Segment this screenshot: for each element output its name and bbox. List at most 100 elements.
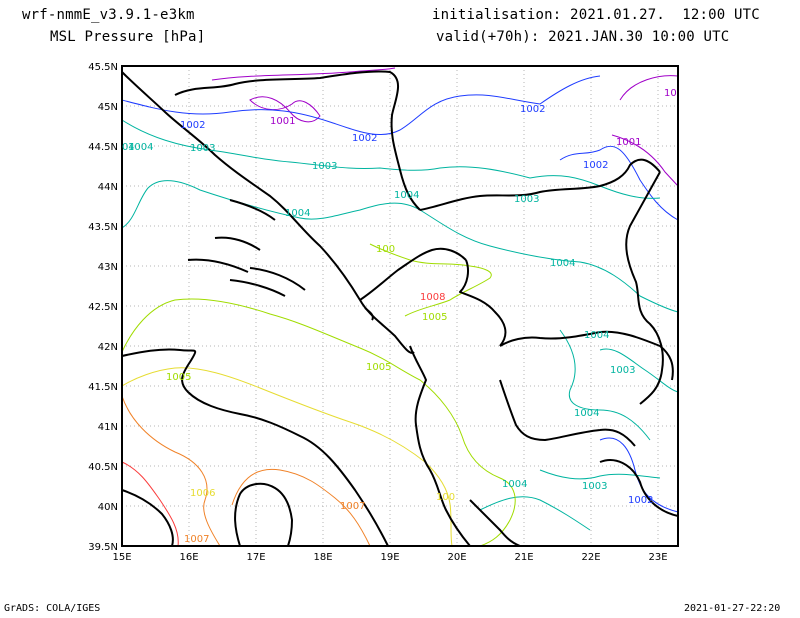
macedonia-south [499, 379, 636, 447]
isobar-1003-se [539, 469, 661, 480]
x-tick-label: 18E [313, 552, 332, 563]
serbia-border [419, 158, 661, 211]
y-tick-label: 42.5N [88, 302, 118, 313]
isobar-1003-e [599, 348, 679, 393]
isobar-label: 1004 [550, 258, 575, 269]
isobar-label: 1007 [340, 501, 365, 512]
y-tick-label: 43.5N [88, 222, 118, 233]
isobar-label: 1002 [520, 104, 545, 115]
island-4 [249, 267, 306, 291]
x-axis-ticks: 15E 16E 17E 18E 19E 20E 21E 22E 23E [112, 552, 667, 563]
isobar-label: 1005 [366, 362, 391, 373]
isobar-1005-n [369, 243, 492, 317]
albania-east-border [409, 345, 471, 547]
y-tick-label: 44.5N [88, 142, 118, 153]
isobar-label: 1008 [420, 292, 445, 303]
isobar-label: 04 [122, 142, 135, 153]
x-tick-label: 15E [112, 552, 131, 563]
y-tick-label: 45N [98, 102, 118, 113]
x-tick-label: 17E [246, 552, 265, 563]
serbia-east-border [625, 171, 664, 405]
y-tick-label: 44N [98, 182, 118, 193]
greece-coast [599, 459, 679, 517]
isobar-1001-ne [619, 75, 679, 101]
y-tick-label: 39.5N [88, 542, 118, 553]
isobar-label: 1003 [514, 194, 539, 205]
y-tick-label: 41.5N [88, 382, 118, 393]
x-tick-label: 23E [648, 552, 667, 563]
isobar-label: 1003 [582, 481, 607, 492]
valid-time: valid(+70h): 2021.JAN.30 10:00 UTC [436, 29, 730, 45]
italy-toe-coast [121, 489, 174, 547]
isobar-1007-a [121, 395, 221, 547]
isobar-label: 1003 [610, 365, 635, 376]
y-tick-label: 41N [98, 422, 118, 433]
x-tick-label: 19E [380, 552, 399, 563]
isobar-label: 1004 [502, 479, 527, 490]
isobar-label: 1001 [616, 137, 641, 148]
island-3 [187, 258, 249, 273]
kosovo-border [459, 259, 507, 347]
isobar-1004-s [479, 496, 591, 531]
italy-gulf-coast [234, 482, 293, 547]
isobar-1005-c [121, 298, 516, 547]
isobar-1007-b [231, 468, 371, 547]
isobar-1004-w [121, 180, 679, 313]
isobar-label: 1003 [190, 143, 215, 154]
map-frame [121, 65, 679, 547]
isobar-label: 1007 [184, 534, 209, 545]
x-tick-label: 21E [514, 552, 533, 563]
isobar-1002-se [599, 437, 679, 513]
isobar-label: 1004 [128, 142, 153, 153]
field-title: MSL Pressure [hPa] [50, 29, 206, 45]
isobar-label: 1002 [628, 495, 653, 506]
isobar-1002-e [559, 145, 679, 221]
isobar-label: 1005 [422, 312, 447, 323]
isobar-1001-n [211, 67, 396, 81]
isobar-label: 100 [436, 492, 455, 503]
isobar-label: 1002 [180, 120, 205, 131]
isobar-1008 [121, 461, 179, 547]
isobar-1001-e [611, 134, 679, 187]
x-tick-label: 16E [179, 552, 198, 563]
isobar-1003-w [121, 119, 661, 199]
isobar-1006 [121, 367, 453, 547]
isobar-label: 10 [664, 88, 677, 99]
isobar-1001-nw [249, 96, 321, 123]
greece-coast-2 [469, 499, 521, 547]
isobar-label: 1004 [574, 408, 599, 419]
italy-heel-coast [121, 348, 389, 547]
montenegro-border [359, 247, 467, 301]
x-tick-label: 20E [447, 552, 466, 563]
macedonia-border [499, 330, 674, 381]
isobar-label: 1006 [190, 488, 215, 499]
y-tick-label: 40.5N [88, 462, 118, 473]
isobar-label: 1002 [352, 133, 377, 144]
island-6 [364, 307, 374, 321]
y-axis-ticks: 45.5N 45N 44.5N 44N 43.5N 43N 42.5N 42N 41.5N 41N… [88, 62, 118, 553]
isobar-1004-e [559, 329, 651, 441]
model-title: wrf-nmmE_v3.9.1-e3km [22, 7, 195, 23]
coastlines [121, 70, 679, 547]
island-2 [214, 236, 261, 251]
isobar-label: 1004 [584, 330, 609, 341]
isobar-label: 1003 [312, 161, 337, 172]
x-tick-label: 22E [581, 552, 600, 563]
lat-lon-grid [122, 66, 678, 546]
isobar-label: 100 [376, 244, 395, 255]
y-tick-label: 40N [98, 502, 118, 513]
adriatic-east-coast [121, 71, 415, 354]
isobar-1002-w [121, 75, 601, 136]
contour-labels: 1001 10 1001 1002 1002 1002 1002 1002 1003 1003 10… [122, 88, 677, 545]
isobar-label: 1002 [583, 160, 608, 171]
y-tick-label: 42N [98, 342, 118, 353]
island-1 [229, 199, 276, 221]
balkan-border-n [174, 70, 421, 211]
footer-timestamp: 2021-01-27-22:20 [684, 603, 781, 614]
isobar-label: 1005 [166, 372, 191, 383]
isobar-label: 1004 [394, 190, 419, 201]
y-tick-label: 45.5N [88, 62, 118, 73]
isobar-label: 1001 [270, 116, 295, 127]
y-tick-label: 43N [98, 262, 118, 273]
